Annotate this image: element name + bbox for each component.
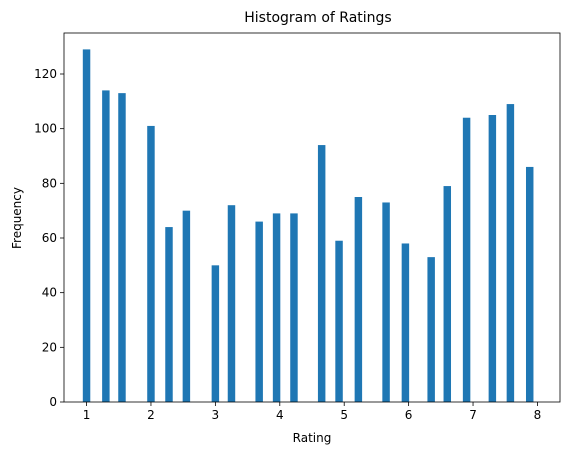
y-tick-label: 0 — [49, 395, 57, 409]
histogram-bar — [506, 104, 515, 402]
plot-frame — [63, 32, 561, 403]
histogram-bar — [427, 257, 435, 402]
histogram-bar — [272, 213, 281, 402]
histogram-bar — [82, 49, 91, 403]
y-tick-label: 40 — [42, 286, 57, 300]
histogram-bar — [401, 243, 410, 402]
x-tick-label: 8 — [534, 408, 542, 422]
x-tick-label: 7 — [469, 408, 477, 422]
histogram-bar — [462, 117, 471, 402]
histogram-bar — [165, 227, 173, 402]
histogram-bar — [290, 213, 298, 402]
chart-title: Histogram of Ratings — [244, 10, 391, 26]
histogram-bar — [354, 197, 363, 402]
histogram-bar — [525, 166, 534, 402]
histogram-bar — [488, 115, 497, 402]
x-tick-label: 4 — [276, 408, 284, 422]
y-axis-label: Frequency — [10, 187, 24, 249]
histogram-bar — [118, 93, 126, 402]
histogram-bar — [443, 186, 452, 402]
histogram-bar — [147, 125, 155, 403]
y-tick-label: 60 — [42, 231, 57, 245]
y-tick-label: 80 — [42, 176, 57, 190]
histogram-bar — [211, 265, 220, 402]
y-axis-ticks: 0 20 40 60 80 100 120 — [34, 67, 64, 409]
y-tick-label: 20 — [42, 340, 57, 354]
x-tick-label: 1 — [83, 408, 91, 422]
x-axis-ticks: 1 2 3 4 5 6 7 8 — [83, 402, 542, 422]
histogram-bar — [255, 221, 263, 402]
x-tick-label: 5 — [340, 408, 348, 422]
histogram-bar — [227, 205, 236, 402]
histogram-bar — [335, 240, 343, 402]
x-axis-label: Rating — [293, 431, 332, 445]
y-tick-label: 120 — [34, 67, 57, 81]
histogram-bar — [317, 145, 326, 402]
x-tick-label: 6 — [405, 408, 413, 422]
x-tick-label: 2 — [147, 408, 155, 422]
histogram-bar — [102, 90, 110, 403]
bars-group — [82, 49, 534, 403]
y-tick-label: 100 — [34, 122, 57, 136]
histogram-bar — [382, 202, 390, 402]
histogram-bar — [182, 210, 191, 402]
x-tick-label: 3 — [212, 408, 220, 422]
